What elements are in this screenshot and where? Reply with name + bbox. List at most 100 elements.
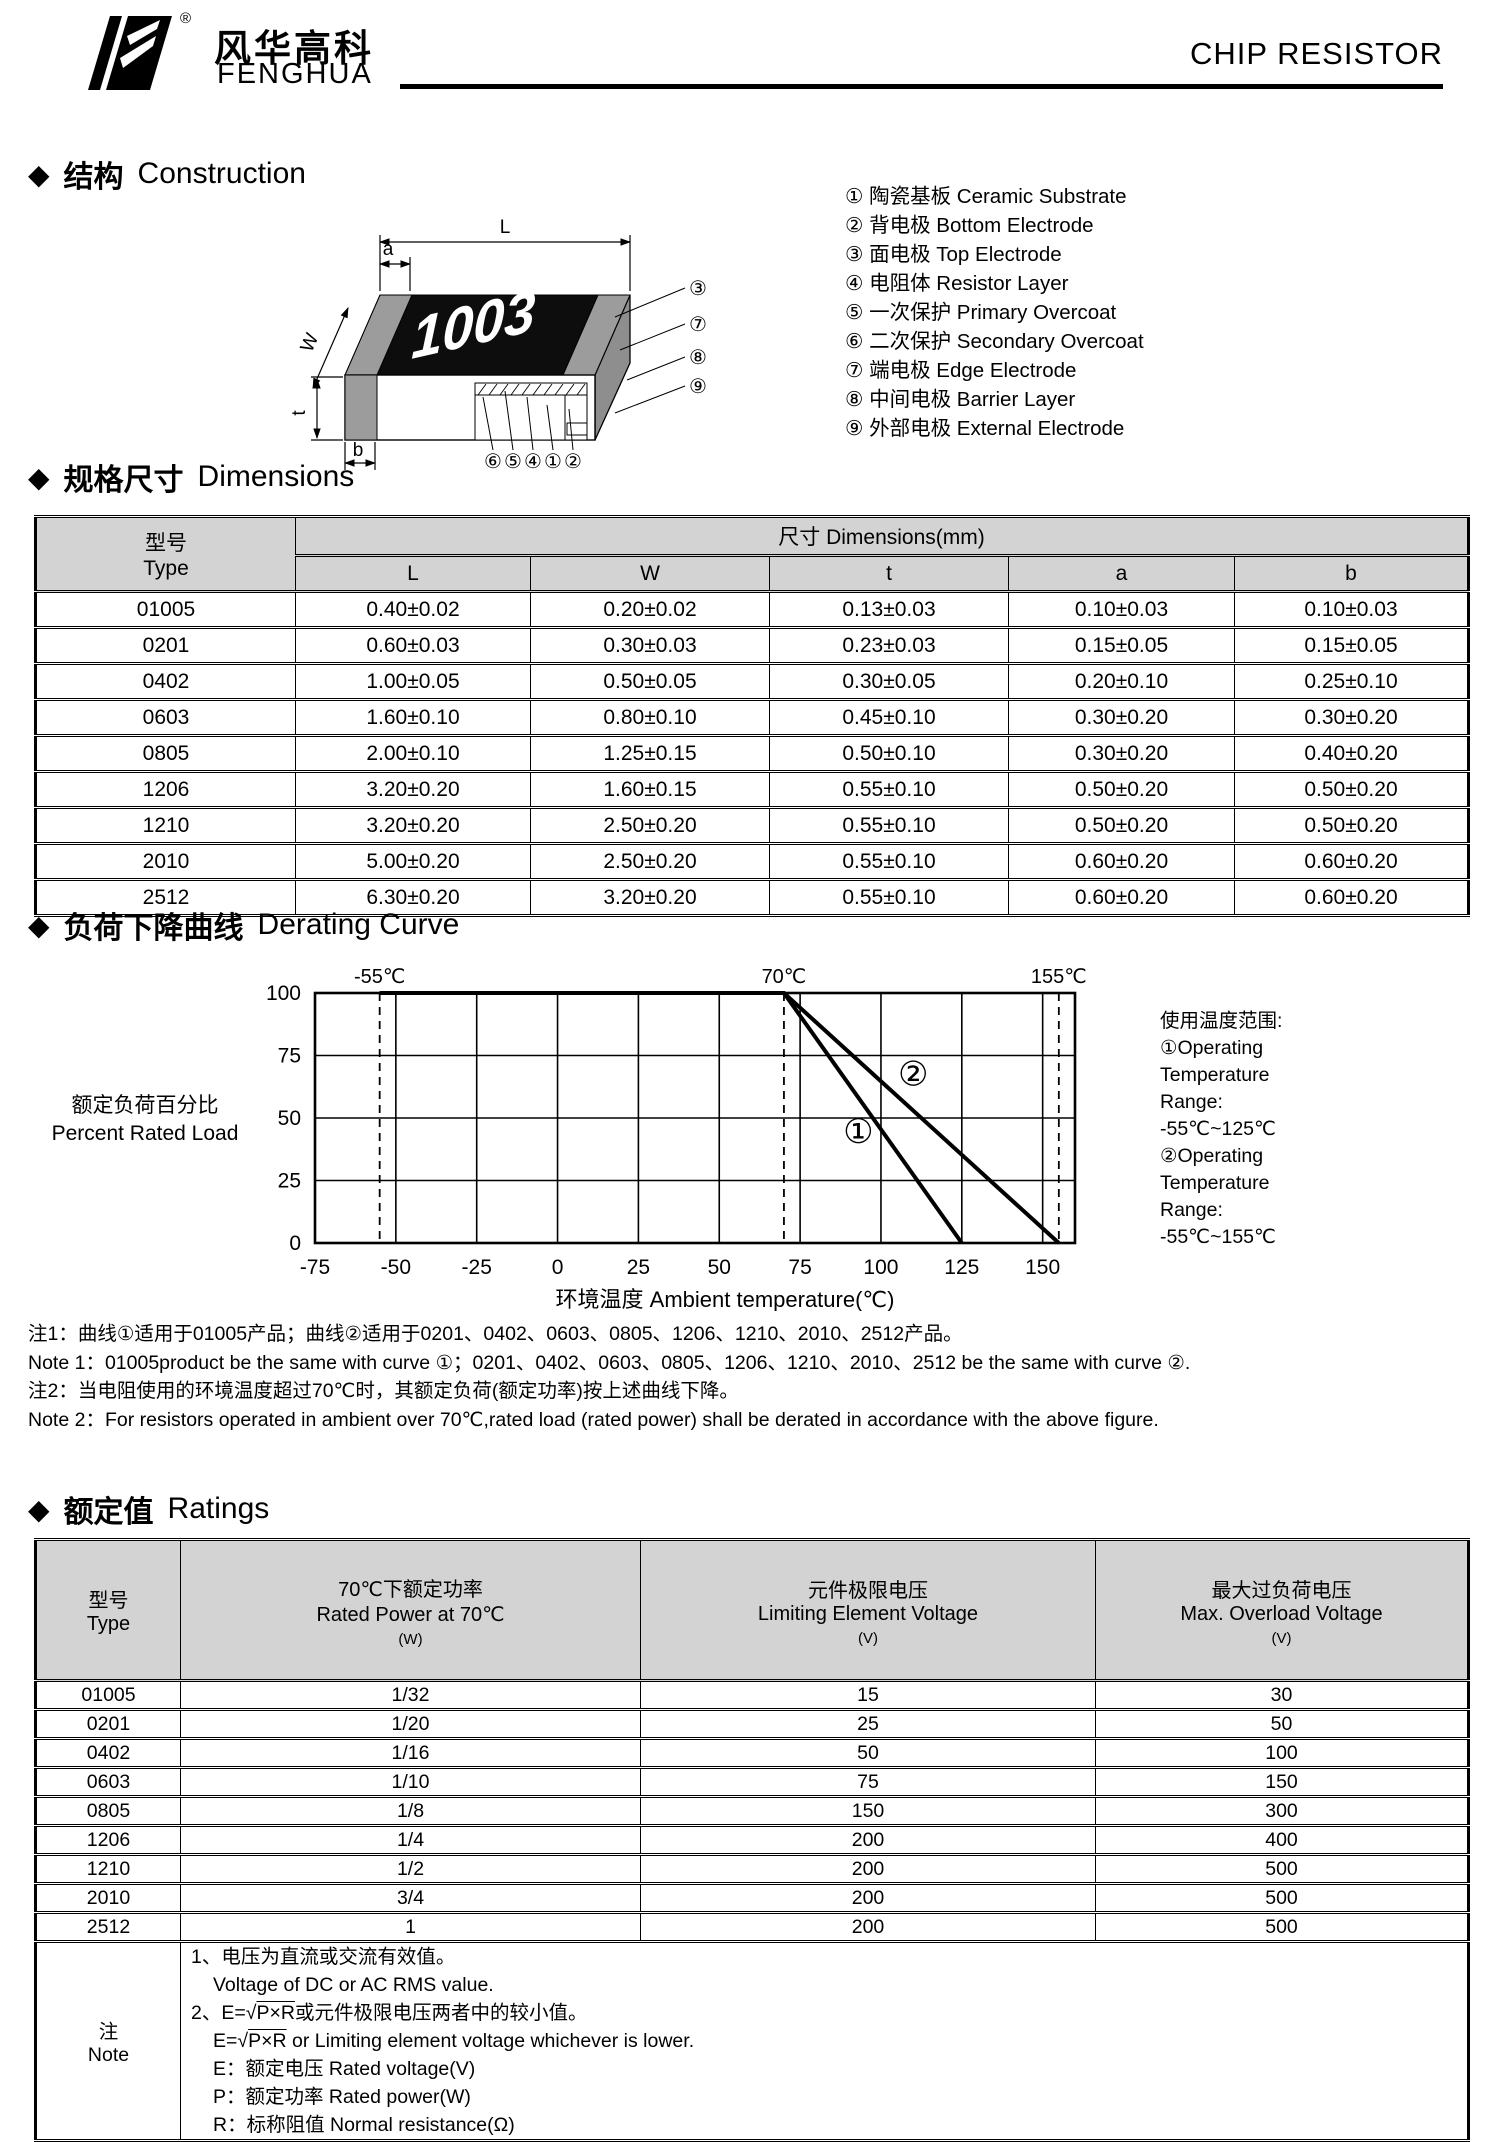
dimensions-cell-L: 2.00±0.10	[295, 734, 531, 773]
dimensions-heading-cn: 规格尺寸	[63, 464, 184, 497]
callout-6: ⑥	[484, 451, 502, 473]
x-tick-label: 100	[863, 1256, 898, 1279]
dimensions-cell-type: 2010	[35, 842, 296, 881]
side-note-line: -55℃~155℃	[1160, 1226, 1276, 1248]
ratings-cell-type: 1206	[35, 1824, 181, 1856]
ratings-cell-type: 2010	[35, 1882, 181, 1914]
y-tick-label: 100	[266, 982, 301, 1005]
dimensions-cell-b: 0.30±0.20	[1234, 698, 1469, 737]
callout-1: ①	[544, 451, 562, 473]
type-header-en: Type	[143, 557, 189, 580]
legend-item: ⑨ 外部电极 External Electrode	[845, 417, 1125, 440]
power-header-en: Rated Power at 70℃	[316, 1603, 505, 1626]
ratings-row: 1206 1/4 200 400	[35, 1824, 1469, 1856]
registered-mark: ®	[180, 10, 192, 27]
ratings-cell-lev: 150	[640, 1795, 1096, 1827]
ratings-cell-lev: 200	[640, 1824, 1096, 1856]
dimensions-cell-b: 0.10±0.03	[1234, 590, 1469, 629]
diamond-icon: ◆	[28, 461, 50, 493]
side-note-line: Range:	[1160, 1091, 1223, 1113]
sqrt-radicand: P×R	[248, 2030, 287, 2052]
dimensions-row: 2512 6.30±0.20 3.20±0.20 0.55±0.10 0.60±0.20…	[35, 878, 1469, 917]
ratings-cell-power: 1/10	[180, 1766, 641, 1798]
dimensions-cell-W: 0.80±0.10	[530, 698, 770, 737]
type-header-cn: 型号	[145, 532, 187, 555]
y-tick-label: 0	[289, 1232, 301, 1255]
dimensions-cell-W: 1.60±0.15	[530, 770, 770, 809]
dimensions-cell-b: 0.40±0.20	[1234, 734, 1469, 773]
ratings-cell-type: 0402	[35, 1737, 181, 1769]
construction-legend: ① 陶瓷基板 Ceramic Substrate ② 背电极 Bottom Ele…	[845, 182, 1144, 443]
construction-heading-cn: 结构	[63, 161, 124, 194]
ratings-cell-type: 0805	[35, 1795, 181, 1827]
derating-notes: 注1：曲线①适用于01005产品；曲线②适用于0201、0402、0603、08…	[28, 1320, 1488, 1434]
ratings-cell-lev: 200	[640, 1853, 1096, 1885]
ratings-heading-cn: 额定值	[63, 1496, 154, 1529]
dimensions-cell-type: 0402	[35, 662, 296, 701]
x-tick-label: 125	[944, 1256, 979, 1279]
dimensions-cell-L: 1.60±0.10	[295, 698, 531, 737]
ratings-cell-power: 1/8	[180, 1795, 641, 1827]
mov-header-cn: 最大过负荷电压	[1211, 1579, 1352, 1602]
chip-left-cap-front	[344, 374, 378, 441]
ratings-cell-mov: 30	[1095, 1679, 1469, 1711]
dimensions-cell-W: 0.50±0.05	[530, 662, 770, 701]
ratings-cell-mov: 500	[1095, 1853, 1469, 1885]
ratings-note-line: R：标称阻值 Normal resistance(Ω)	[213, 2114, 515, 2136]
derating-heading-en: Derating Curve	[257, 908, 460, 941]
legend-item: ① 陶瓷基板 Ceramic Substrate	[845, 185, 1127, 208]
dimensions-cell-L: 3.20±0.20	[295, 770, 531, 809]
ratings-cell-mov: 150	[1095, 1766, 1469, 1798]
construction-diagram: 1003 L a W t b ③ ⑦ ⑧ ⑨ ⑥ ⑤ ④ ① ②	[289, 217, 707, 473]
ratings-cell-power: 1/2	[180, 1853, 641, 1885]
dimensions-cell-a: 0.60±0.20	[1008, 842, 1235, 881]
ratings-row: 1210 1/2 200 500	[35, 1853, 1469, 1885]
derating-heading-cn: 负荷下降曲线	[63, 912, 244, 945]
curve-label: ②	[898, 1056, 928, 1094]
dimensions-cell-W: 1.25±0.15	[530, 734, 770, 773]
x-tick-label: 0	[552, 1256, 564, 1279]
callout-4: ④	[524, 451, 542, 473]
y-tick-label: 75	[278, 1045, 301, 1068]
dim-label-t: t	[289, 410, 310, 416]
derating-note-line: Note 1：01005product be the same with cur…	[28, 1351, 1191, 1374]
power-header-unit: (W)	[398, 1630, 423, 1648]
dimensions-row: 0402 1.00±0.05 0.50±0.05 0.30±0.05 0.20±0.10…	[35, 662, 1469, 701]
company-logo-icon	[80, 12, 178, 97]
dimensions-cell-type: 0201	[35, 626, 296, 665]
x-tick-label: -50	[381, 1256, 411, 1279]
ratings-row: 0402 1/16 50 100	[35, 1737, 1469, 1769]
doc-title: CHIP RESISTOR	[1189, 36, 1443, 71]
side-note-line: ②Operating	[1160, 1145, 1264, 1167]
dimensions-cell-a: 0.30±0.20	[1008, 734, 1235, 773]
x-tick-label: 150	[1025, 1256, 1060, 1279]
ratings-note-line: P：额定功率 Rated power(W)	[213, 2086, 471, 2108]
dimensions-cell-t: 0.13±0.03	[769, 590, 1009, 629]
callout-2: ②	[564, 451, 582, 473]
ratings-cell-lev: 50	[640, 1737, 1096, 1769]
dimensions-cell-b: 0.50±0.20	[1234, 770, 1469, 809]
dimensions-cell-type: 2512	[35, 878, 296, 917]
ratings-type-header-en: Type	[86, 1613, 131, 1635]
ratings-type-header: 型号 Type	[35, 1538, 181, 1682]
dimensions-cell-L: 0.40±0.02	[295, 590, 531, 629]
dimensions-cell-b: 0.60±0.20	[1234, 842, 1469, 881]
ratings-cell-lev: 200	[640, 1911, 1096, 1943]
ratings-cell-power: 1/20	[180, 1708, 641, 1740]
legend-item: ③ 面电极 Top Electrode	[845, 243, 1062, 266]
dimensions-col-b: b	[1234, 554, 1469, 593]
dimensions-cell-L: 0.60±0.03	[295, 626, 531, 665]
ratings-cell-power: 3/4	[180, 1882, 641, 1914]
legend-item: ② 背电极 Bottom Electrode	[845, 214, 1094, 237]
reference-line-label: 155℃	[1031, 966, 1087, 988]
ratings-power-header: 70℃下额定功率 Rated Power at 70℃ (W)	[180, 1538, 641, 1682]
callout-3: ③	[689, 278, 707, 300]
ratings-row: 0201 1/20 25 50	[35, 1708, 1469, 1740]
curve-label: ①	[843, 1113, 873, 1151]
dimensions-cell-W: 0.30±0.03	[530, 626, 770, 665]
ratings-note-content: 1、电压为直流或交流有效值。 Voltage of DC or AC RMS va…	[180, 1940, 1469, 2142]
ratings-note-line: E=√P×R or Limiting element voltage which…	[213, 2030, 695, 2052]
derating-note-line: 注1：曲线①适用于01005产品；曲线②适用于0201、0402、0603、08…	[28, 1323, 963, 1345]
dimensions-cell-a: 0.30±0.20	[1008, 698, 1235, 737]
dimensions-col-a: a	[1008, 554, 1235, 593]
